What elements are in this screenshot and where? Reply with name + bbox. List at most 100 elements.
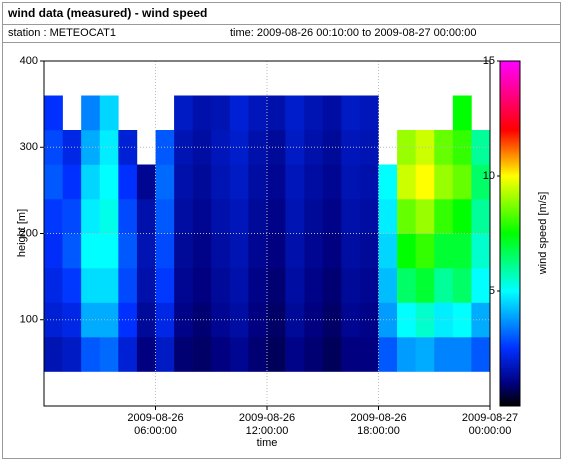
station: station : METEOCAT1 xyxy=(8,27,116,39)
y-tick-label: 200 xyxy=(20,227,38,239)
heat-cell xyxy=(192,337,212,372)
heat-cell xyxy=(229,233,249,269)
chart-title: wind data (measured) - wind speed xyxy=(7,6,207,20)
heat-cell xyxy=(192,95,212,131)
heat-cell xyxy=(118,199,138,234)
heat-cell xyxy=(304,199,324,234)
heat-cell xyxy=(155,164,175,200)
heat-cell xyxy=(229,95,249,131)
heat-cell xyxy=(322,95,342,131)
heat-cell xyxy=(452,268,472,303)
heat-cell xyxy=(359,268,379,303)
heat-cell xyxy=(211,268,231,303)
heat-cell xyxy=(359,164,379,200)
heat-cell xyxy=(44,199,63,234)
x-tick-label: 2009-08-26 18:00:00 xyxy=(350,412,407,437)
heat-cell xyxy=(304,164,324,200)
heat-cell xyxy=(99,95,119,131)
heat-cell xyxy=(248,268,268,303)
heat-cell xyxy=(136,268,156,303)
heat-cell xyxy=(267,268,286,303)
heat-cell xyxy=(285,337,305,372)
heat-cell xyxy=(81,302,101,338)
heat-cell xyxy=(452,95,472,131)
heat-cell xyxy=(452,164,472,200)
heat-cell xyxy=(44,268,63,303)
heat-cell xyxy=(81,337,101,372)
heat-cell xyxy=(322,268,342,303)
heat-cell xyxy=(62,164,82,200)
heat-cell xyxy=(434,164,454,200)
heat-cell xyxy=(136,233,156,269)
heat-cell xyxy=(341,95,361,131)
heat-cell xyxy=(359,302,379,338)
heat-cell xyxy=(81,164,101,200)
heat-cell xyxy=(285,95,305,131)
heat-cell xyxy=(118,337,138,372)
heat-cell xyxy=(81,130,101,165)
period: time: 2009-08-26 00:10:00 to 2009-08-27 … xyxy=(230,27,476,39)
heat-cell xyxy=(229,164,249,200)
y-tick-label: 100 xyxy=(20,314,38,326)
heat-cell xyxy=(211,130,231,165)
heat-cell xyxy=(229,199,249,234)
colorbar-tick-label: 10 xyxy=(483,170,495,182)
colorbar-tick-label: 5 xyxy=(489,285,495,297)
heat-cell xyxy=(434,199,454,234)
heat-cell xyxy=(248,337,268,372)
heat-cell xyxy=(471,164,491,200)
heat-cell xyxy=(341,337,361,372)
heat-cell xyxy=(118,268,138,303)
heat-cell xyxy=(248,95,268,131)
heat-cell xyxy=(211,337,231,372)
heat-cell xyxy=(267,337,286,372)
heat-cell xyxy=(99,337,119,372)
heat-cell xyxy=(99,233,119,269)
heat-cell xyxy=(285,199,305,234)
heat-cell xyxy=(118,164,138,200)
heat-cell xyxy=(378,302,398,338)
heat-cell xyxy=(285,164,305,200)
heat-cell xyxy=(62,268,82,303)
heat-cell xyxy=(322,199,342,234)
heat-cell xyxy=(285,130,305,165)
heat-cell xyxy=(136,199,156,234)
heat-cell xyxy=(267,302,286,338)
heat-cell xyxy=(99,164,119,200)
heat-cell xyxy=(285,233,305,269)
heat-cell xyxy=(248,199,268,234)
heat-cell xyxy=(304,233,324,269)
heat-cell xyxy=(192,164,212,200)
heat-cell xyxy=(267,233,286,269)
heat-cell xyxy=(267,164,286,200)
heat-cell xyxy=(62,199,82,234)
heat-cell xyxy=(174,302,193,338)
heat-cell xyxy=(452,130,472,165)
plot-frame xyxy=(43,60,491,407)
heat-cell xyxy=(192,130,212,165)
heat-cell xyxy=(118,130,138,165)
heat-cell xyxy=(229,337,249,372)
heat-cell xyxy=(304,268,324,303)
heat-cell xyxy=(192,233,212,269)
heat-cell xyxy=(248,233,268,269)
x-tick-label: 2009-08-27 00:00:00 xyxy=(461,412,519,437)
colorbar-tick-label: 15 xyxy=(483,55,495,67)
heat-cell xyxy=(192,302,212,338)
heat-cell xyxy=(118,233,138,269)
heat-cell xyxy=(211,95,231,131)
heat-cell xyxy=(397,233,416,269)
heat-cell xyxy=(452,199,472,234)
heat-cell xyxy=(81,268,101,303)
heat-cell xyxy=(415,337,435,372)
heat-cell xyxy=(415,164,435,200)
heat-cell xyxy=(267,95,286,131)
heat-cell xyxy=(267,130,286,165)
heat-cell xyxy=(415,268,435,303)
heat-cell xyxy=(415,233,435,269)
heat-cell xyxy=(471,302,491,338)
heat-cell xyxy=(322,233,342,269)
heat-cell xyxy=(434,233,454,269)
heat-cell xyxy=(44,95,63,131)
